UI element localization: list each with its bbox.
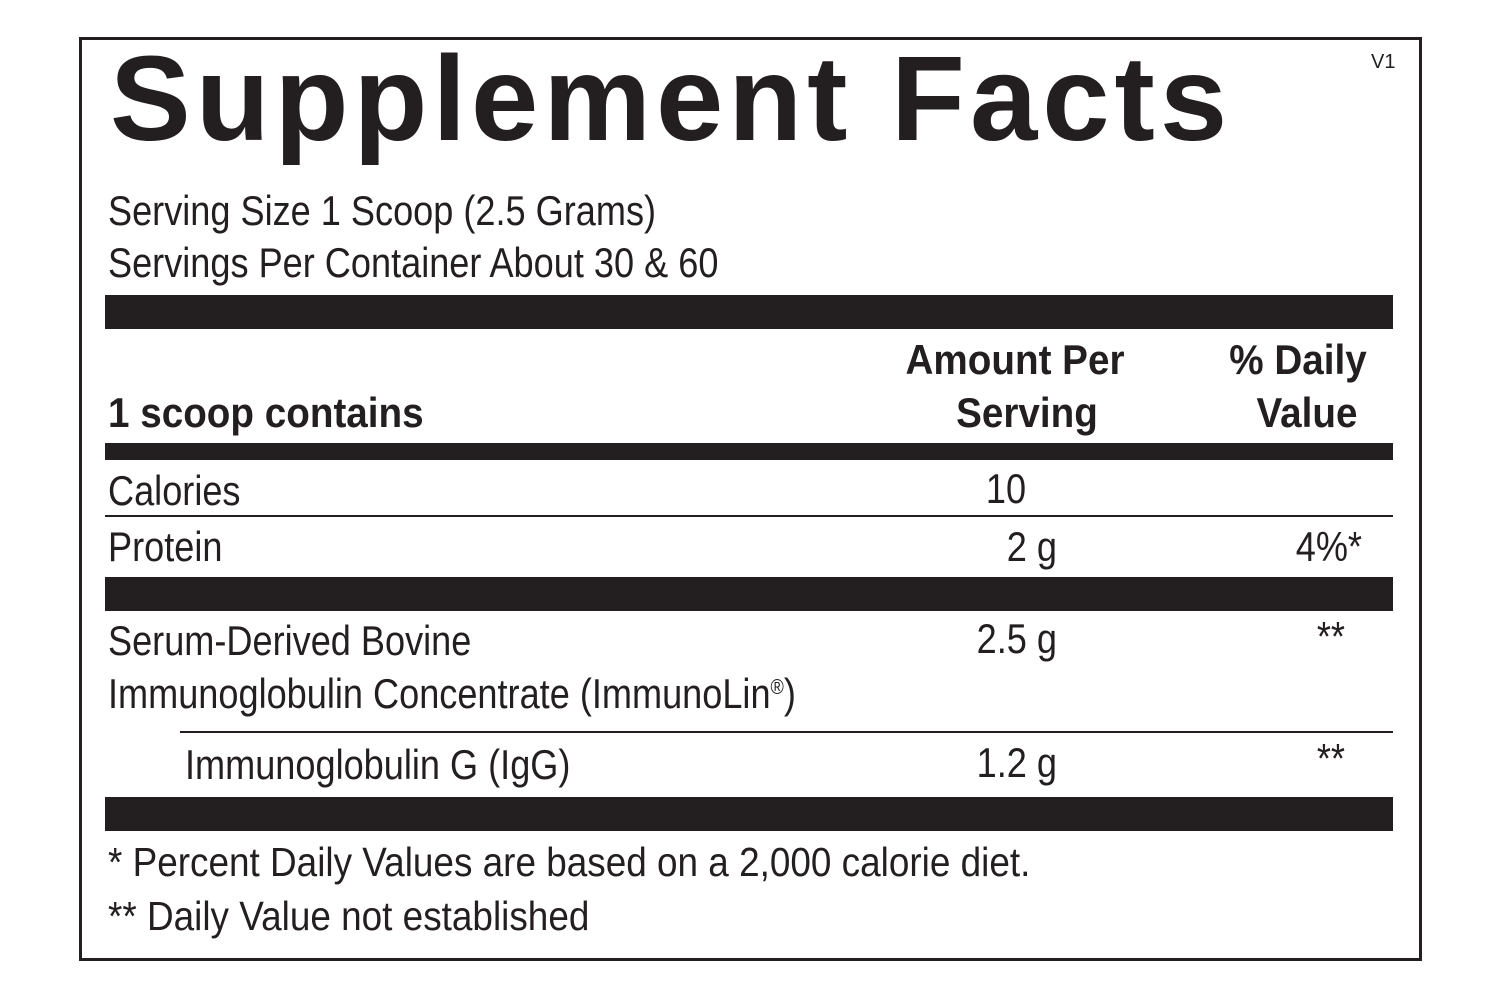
divider-bar <box>105 295 1393 329</box>
header-dv-line2: Value <box>1256 389 1358 436</box>
servings-per-container: Servings Per Container About 30 & 60 <box>108 239 719 286</box>
row-serum-name-line2: Immunoglobulin Concentrate (ImmunoLin®) <box>108 670 796 717</box>
header-amount-line2: Serving <box>956 389 1098 436</box>
footnote-percent-dv: * Percent Daily Values are based on a 2,… <box>108 839 1031 885</box>
registered-mark: ® <box>770 676 784 699</box>
row-protein-amount: 2 g <box>1006 523 1057 570</box>
row-protein-name: Protein <box>108 523 223 570</box>
footnote-dv-not-established: ** Daily Value not established <box>108 893 590 939</box>
row-calories-amount: 10 <box>985 465 1027 512</box>
row-calories-name: Calories <box>108 467 241 514</box>
header-amount-line1: Amount Per <box>905 336 1125 383</box>
row-igg-name: Immunoglobulin G (IgG) <box>185 741 571 788</box>
row-igg-dv: ** <box>1316 735 1345 782</box>
divider-bar <box>105 443 1393 460</box>
version-mark: V1 <box>1371 51 1396 73</box>
header-contains: 1 scoop contains <box>108 389 424 436</box>
header-dv-line1: % Daily <box>1229 336 1367 383</box>
row-igg-amount: 1.2 g <box>976 739 1057 786</box>
divider-bar <box>105 797 1393 831</box>
row-protein-dv: 4%* <box>1295 523 1362 570</box>
row-divider <box>180 731 1393 733</box>
row-serum-name-line1: Serum-Derived Bovine <box>108 617 472 664</box>
row-serum-amount: 2.5 g <box>976 615 1057 662</box>
divider-bar <box>105 577 1393 611</box>
row-serum-dv: ** <box>1316 613 1345 660</box>
serving-size: Serving Size 1 Scoop (2.5 Grams) <box>108 187 657 234</box>
label-border <box>79 37 1422 961</box>
row-divider <box>105 515 1393 517</box>
label-title: Supplement Facts <box>110 30 1233 166</box>
